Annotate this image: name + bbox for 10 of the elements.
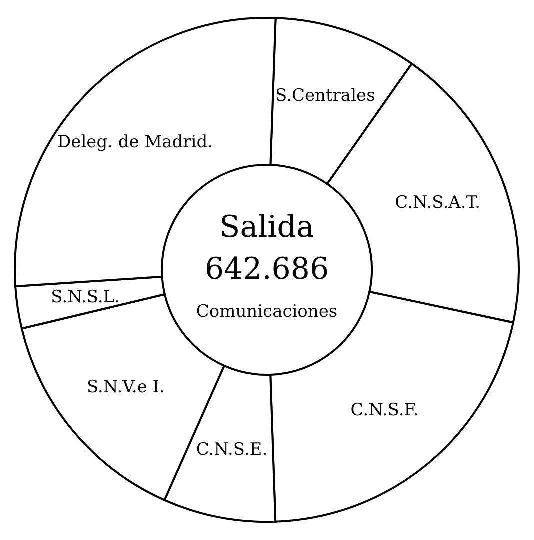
slice-label: S.N.V.e I. xyxy=(86,377,165,398)
text: Comunicaciones xyxy=(196,302,338,322)
slice-label: C.N.S.A.T. xyxy=(395,193,481,214)
text: Salida xyxy=(220,210,314,245)
slice-label: Deleg. de Madrid. xyxy=(58,132,214,152)
slice-label: C.N.S.F. xyxy=(350,400,419,421)
slice-label: C.N.S.E. xyxy=(196,440,268,460)
slice-label: S.Centrales xyxy=(276,86,376,106)
slice-label: S.N.S.L. xyxy=(51,288,120,308)
text: 642.686 xyxy=(204,252,330,287)
